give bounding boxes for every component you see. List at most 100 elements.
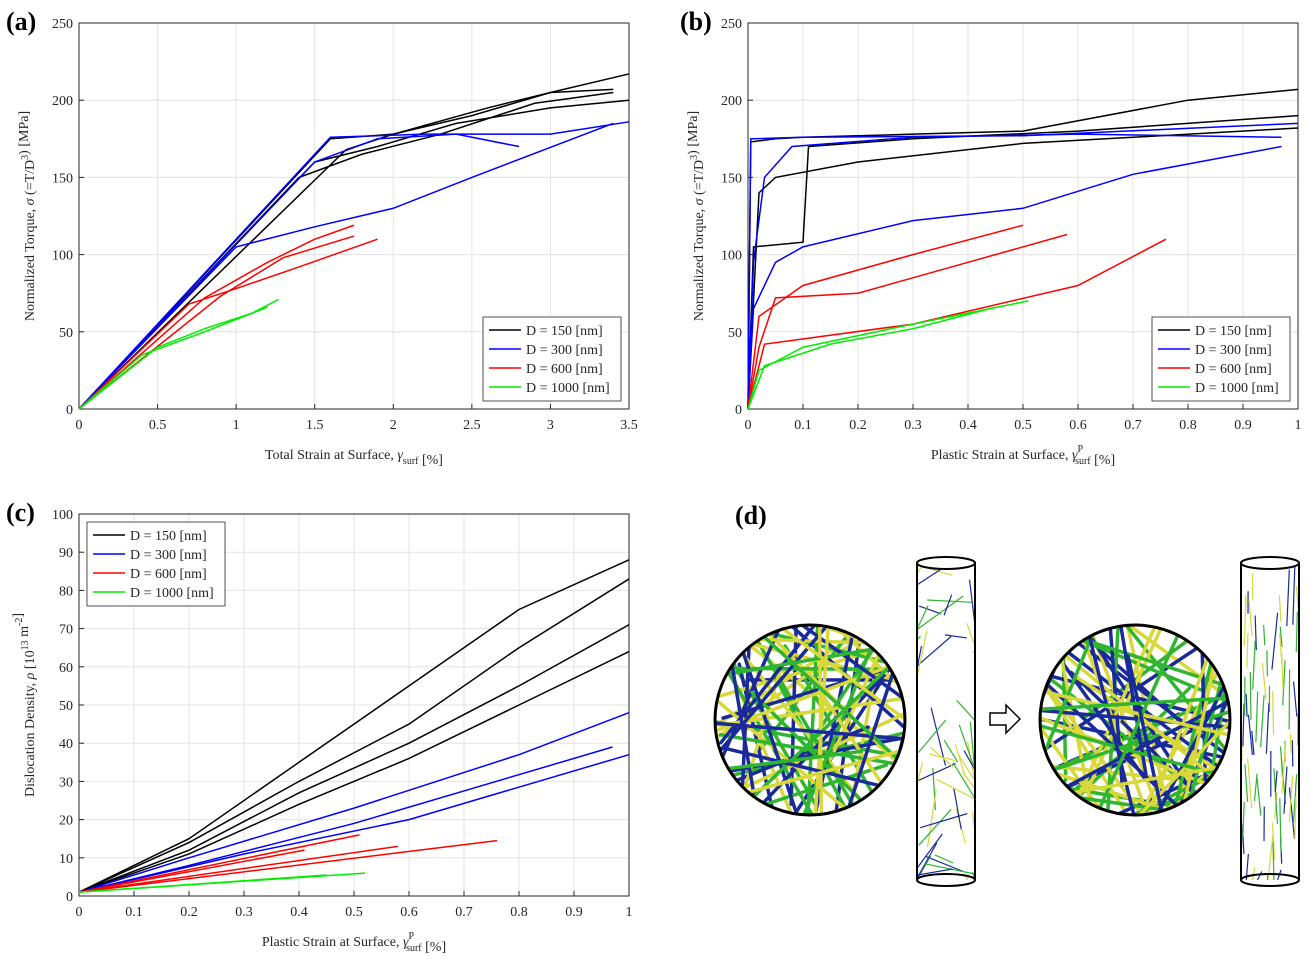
dislocation-line: [935, 855, 953, 863]
cyl-end: [917, 874, 975, 886]
dislocation-line: [1273, 691, 1274, 735]
y-tick-label: 20: [59, 814, 73, 829]
dislocation-line: [1293, 567, 1295, 625]
x-tick-label: 1: [233, 418, 240, 433]
y-tick-label: 0: [66, 403, 73, 418]
dislocation-line: [1247, 633, 1248, 667]
y-tick-label: 70: [59, 623, 73, 638]
label-text: Plastic Strain at Surface,: [931, 448, 1072, 463]
x-tick-label: 0: [76, 905, 83, 920]
label-sup: P: [409, 931, 415, 942]
y-tick-label: 150: [721, 171, 742, 186]
dislocation-line: [918, 720, 945, 753]
x-tick-label: 0.6: [400, 905, 418, 920]
dislocation-line: [1272, 613, 1278, 670]
y-tick-label: 30: [59, 775, 73, 790]
x-tick-label: 0.7: [1124, 418, 1142, 433]
label-sup: -2: [14, 618, 25, 626]
dislocation-line: [1261, 695, 1264, 747]
dislocation-line: [917, 834, 942, 868]
axis-label: Normalized Torque, σ (=T/D3) [MPa]: [17, 111, 38, 321]
dislocation-line: [1266, 703, 1269, 754]
label-sup: 13: [20, 640, 31, 650]
y-tick-label: 80: [59, 584, 73, 599]
legend-label: D = 300 [nm]: [526, 343, 603, 358]
y-tick-label: 40: [59, 737, 73, 752]
x-tick-label: 2.5: [463, 418, 481, 433]
y-tick-label: 100: [52, 508, 73, 523]
dislocation-line: [927, 790, 936, 848]
legend-label: D = 300 [nm]: [130, 548, 207, 563]
x-tick-label: 0.3: [904, 418, 922, 433]
x-tick-label: 1: [1295, 418, 1302, 433]
x-tick-label: 2: [390, 418, 397, 433]
dislocation-line: [917, 570, 940, 585]
x-tick-label: 0.4: [959, 418, 977, 433]
axis-label: Dislocation Density, ρ [1013 m-2]: [11, 613, 38, 797]
label-text: Normalized Torque,: [692, 205, 707, 321]
label-text: Total Strain at Surface,: [265, 448, 397, 463]
x-tick-label: 0.1: [125, 905, 143, 920]
label-text: m: [17, 626, 32, 641]
panel-label: (c): [6, 498, 35, 527]
dislocation-line: [1290, 733, 1291, 753]
legend-label: D = 150 [nm]: [1195, 324, 1272, 339]
dislocation-line: [1287, 570, 1289, 626]
x-tick-label: 0.6: [1069, 418, 1087, 433]
legend-label: D = 600 [nm]: [130, 567, 207, 582]
dislocation-line: [1296, 612, 1297, 653]
dislocation-line: [1256, 691, 1258, 742]
x-tick-label: 0.2: [849, 418, 867, 433]
legend-label: D = 150 [nm]: [130, 529, 207, 544]
cyl-end: [1241, 874, 1299, 886]
y-tick-label: 100: [721, 249, 742, 264]
y-tick-label: 10: [59, 852, 73, 867]
dislocation-line: [1262, 663, 1265, 698]
dislocation-line: [945, 635, 967, 638]
label-text: ) [MPa]: [17, 111, 32, 155]
dislocation-line: [1280, 798, 1281, 851]
y-tick-label: 50: [728, 326, 742, 341]
dislocation-line: [917, 764, 956, 781]
y-tick-label: 250: [52, 17, 73, 32]
y-tick-label: 50: [59, 699, 73, 714]
x-tick-label: 0: [745, 418, 752, 433]
cylinder: [1241, 557, 1299, 886]
legend-label: D = 1000 [nm]: [130, 586, 214, 601]
dislocation-line: [1275, 771, 1277, 792]
dislocation-line: [957, 701, 975, 721]
label-sub: surf: [406, 943, 422, 954]
dislocation-line: [917, 630, 927, 677]
x-tick-label: 1.5: [306, 418, 324, 433]
x-tick-label: 1: [626, 905, 633, 920]
label-text: Normalized Torque,: [23, 205, 38, 321]
cyl-end: [917, 557, 975, 569]
dislocation-line: [1248, 759, 1252, 809]
x-tick-label: 0.5: [345, 905, 363, 920]
x-tick-label: 0.3: [235, 905, 253, 920]
label-text: ]: [11, 613, 26, 618]
legend-label: D = 300 [nm]: [1195, 343, 1272, 358]
label-sub: surf: [403, 456, 419, 467]
label-text: ) [MPa]: [686, 111, 701, 155]
y-tick-label: 0: [66, 890, 73, 905]
arrow: [990, 705, 1020, 733]
x-tick-label: 0.9: [1234, 418, 1252, 433]
dislocation-line: [919, 606, 941, 614]
legend-label: D = 600 [nm]: [1195, 362, 1272, 377]
label-text: Dislocation Density,: [23, 679, 38, 797]
x-tick-label: 0.8: [1179, 418, 1197, 433]
dislocation-line: [1243, 802, 1244, 837]
dislocation-line: [1250, 672, 1251, 720]
dislocation-line: [1243, 703, 1244, 746]
dislocation-line: [1246, 694, 1247, 717]
axis-label: Normalized Torque, σ (=T/D3) [MPa]: [686, 111, 707, 321]
x-tick-label: 0.2: [180, 905, 198, 920]
x-tick-label: 0.4: [290, 905, 308, 920]
y-tick-label: 0: [735, 403, 742, 418]
label-text: [%]: [422, 940, 447, 955]
dislocation-line: [1282, 653, 1283, 690]
